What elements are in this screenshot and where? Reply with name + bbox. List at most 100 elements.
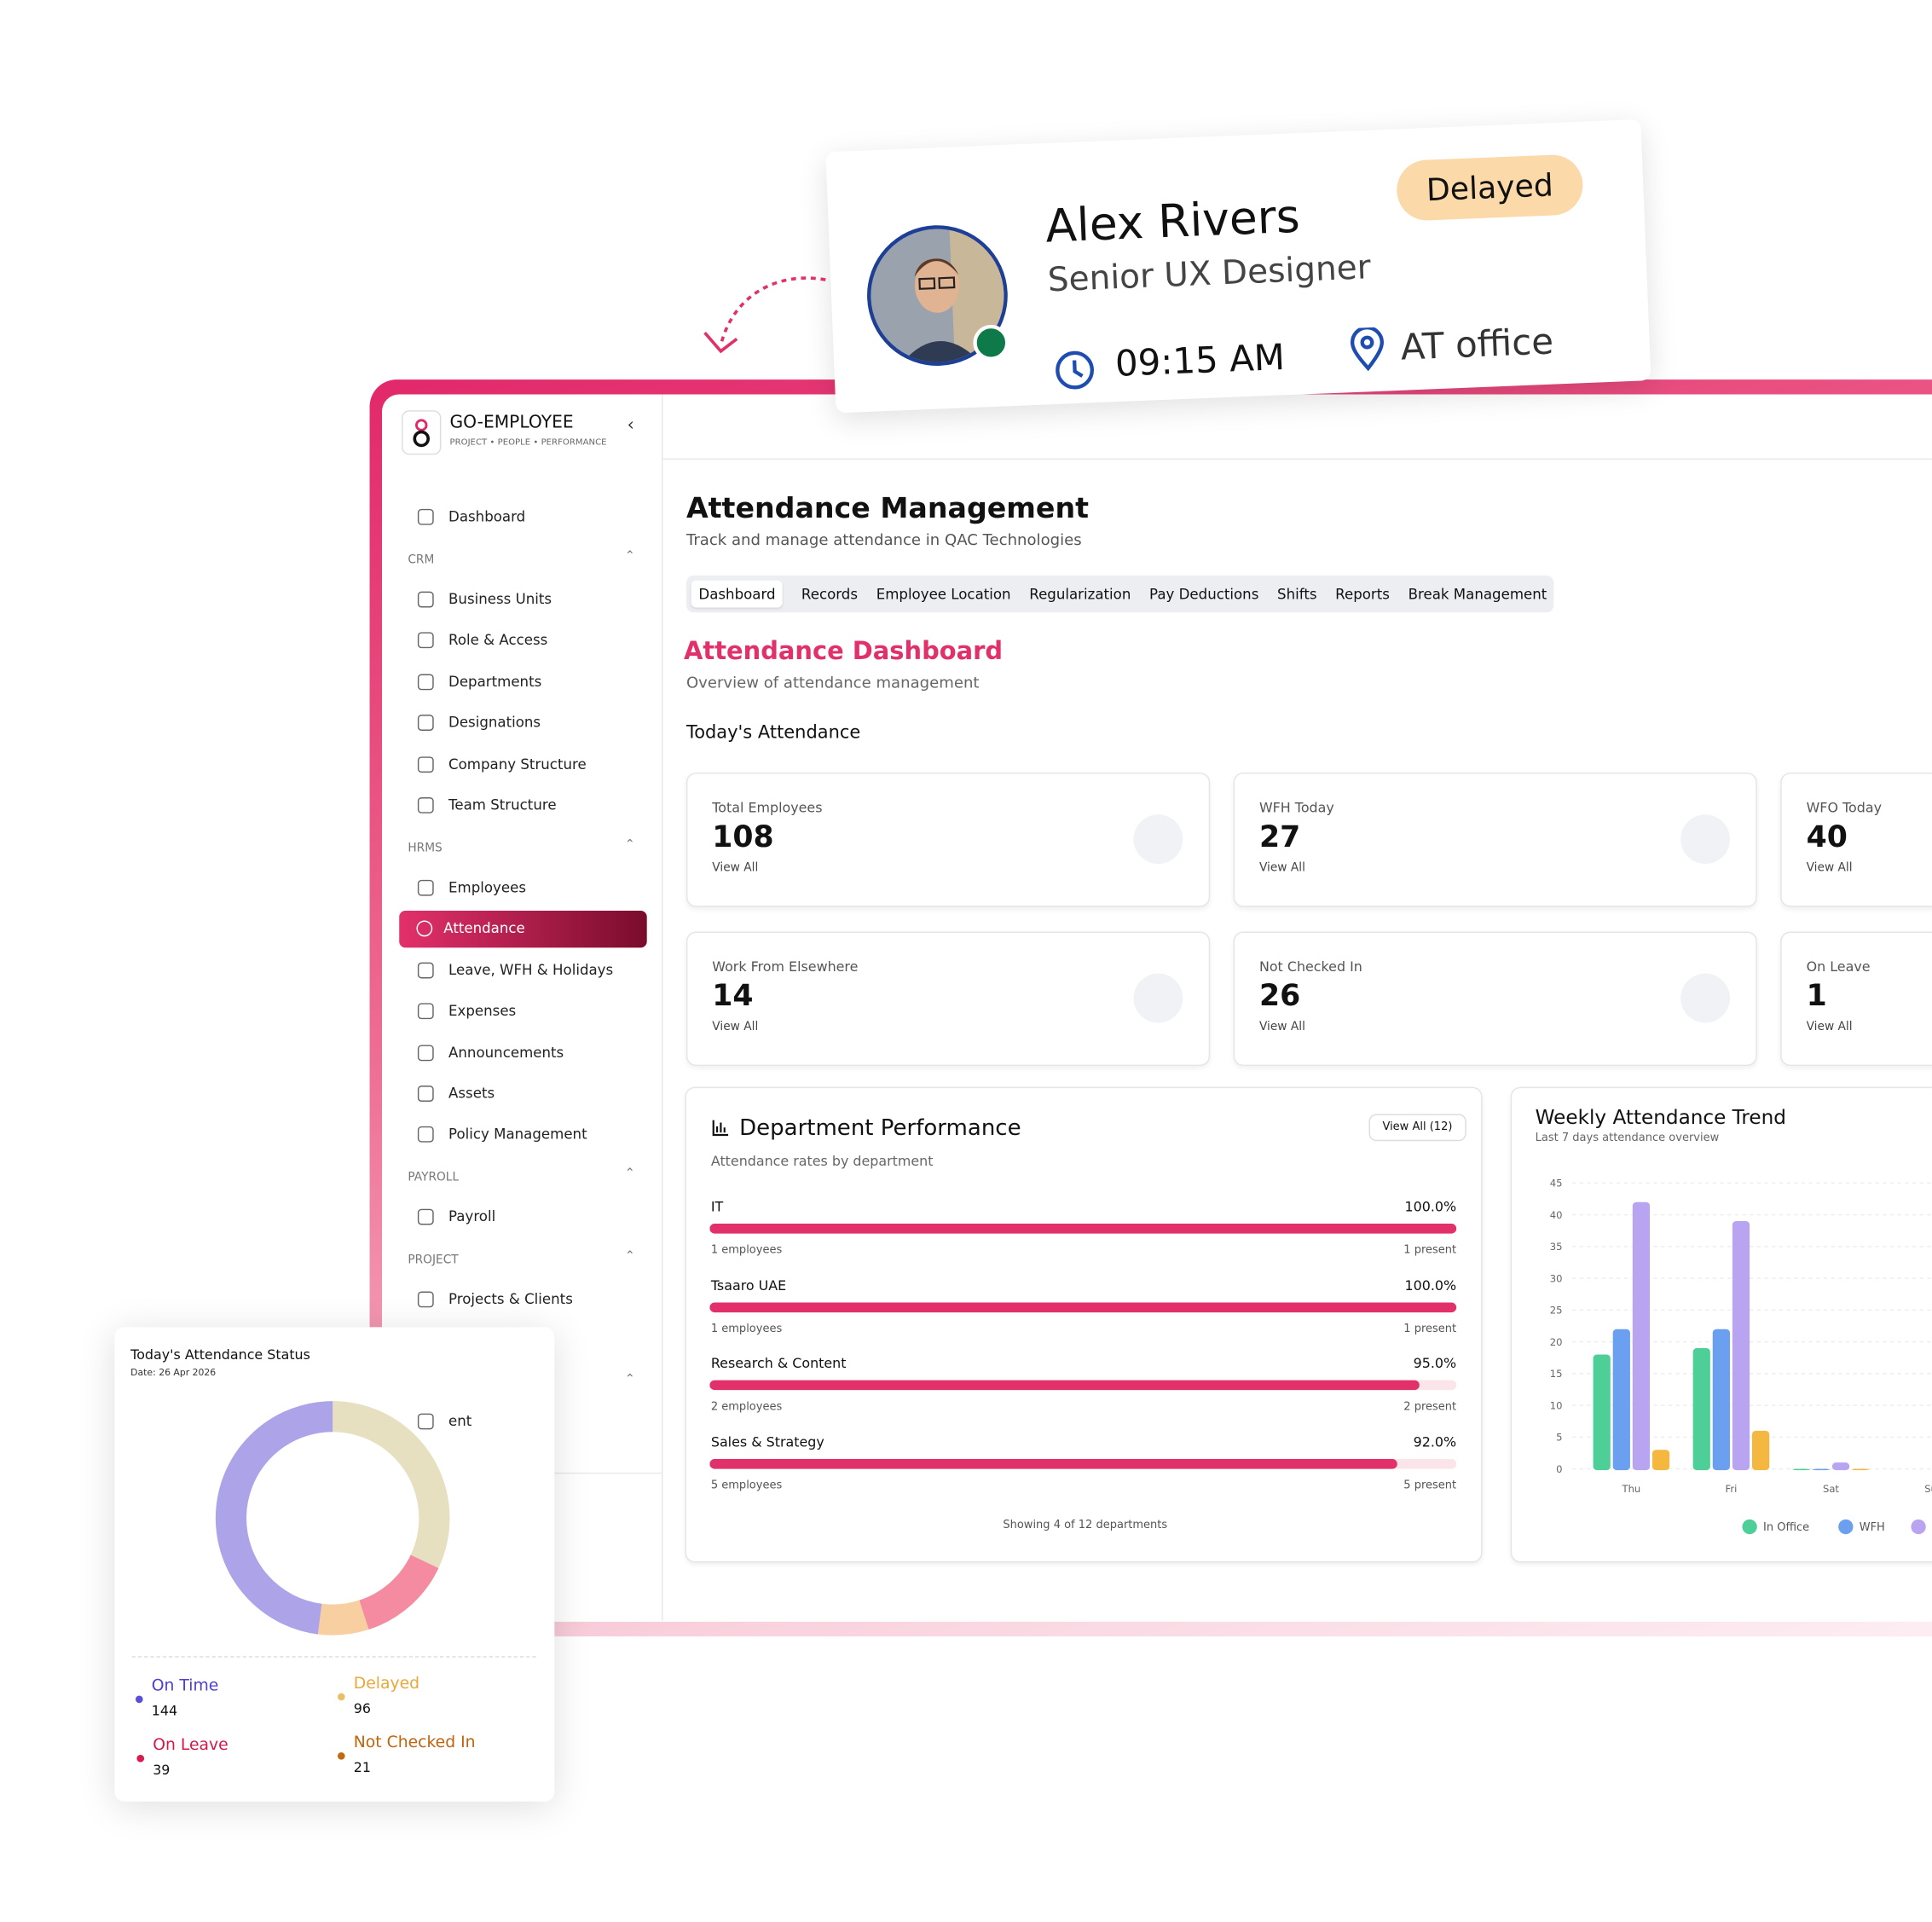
nav-item[interactable]: Departments: [448, 672, 542, 690]
department-present: 2 present: [1403, 1401, 1457, 1415]
nav-item[interactable]: Business Units: [448, 590, 552, 608]
nav-icon: [417, 632, 434, 649]
nav-item[interactable]: Employees: [448, 878, 527, 896]
stat-card: [685, 773, 1211, 907]
nav-item[interactable]: Expenses: [448, 1002, 517, 1020]
stat-icon: [1680, 973, 1730, 1023]
stat-label: On Leave: [1806, 958, 1871, 975]
department-percent: 100.0%: [1404, 1199, 1457, 1215]
status-title: Today's Attendance Status: [130, 1346, 310, 1363]
nav-icon: [417, 1414, 434, 1430]
clock-icon: [1056, 350, 1094, 390]
nav-item[interactable]: Assets: [448, 1084, 495, 1102]
department-subtitle: Attendance rates by department: [710, 1153, 934, 1170]
bar: [1831, 1462, 1850, 1471]
nav-item[interactable]: Dashboard: [448, 507, 526, 525]
stat-label: Not Checked In: [1258, 958, 1362, 975]
nav-item[interactable]: Projects & Clients: [448, 1290, 573, 1308]
nav-icon: [417, 1292, 434, 1308]
department-name: Research & Content: [710, 1356, 847, 1373]
bar: [1593, 1354, 1611, 1471]
tagline: PROJECT • PEOPLE • PERFORMANCE: [449, 437, 607, 448]
department-name: Tsaaro UAE: [710, 1277, 787, 1294]
stat-link[interactable]: View All: [1258, 861, 1305, 876]
tab[interactable]: Pay Deductions: [1149, 585, 1259, 603]
collapse-button[interactable]: ‹: [627, 415, 634, 436]
nav-item[interactable]: Policy Management: [448, 1125, 587, 1143]
brand: GO-EMPLOYEE: [449, 413, 574, 433]
y-tick-label: 15: [1550, 1368, 1563, 1380]
tab[interactable]: Employee Location: [876, 585, 1011, 603]
donut-segment: [215, 1401, 450, 1635]
stat-link[interactable]: View All: [1806, 1020, 1853, 1034]
stat-value: 40: [1806, 819, 1848, 854]
bar: [1732, 1221, 1750, 1471]
nav-item[interactable]: Announcements: [448, 1043, 564, 1061]
tab[interactable]: Break Management: [1408, 585, 1547, 603]
legend-dot: [337, 1693, 345, 1701]
tab[interactable]: Regularization: [1029, 585, 1131, 603]
section-toggle[interactable]: ⌃: [624, 1373, 635, 1387]
tab[interactable]: Reports: [1335, 585, 1390, 603]
department-present: 5 present: [1403, 1479, 1457, 1493]
stat-value: 1: [1806, 978, 1827, 1013]
section-label: CRM: [408, 553, 435, 567]
stat-link[interactable]: View All: [1258, 1020, 1305, 1034]
nav-item[interactable]: Leave, WFH & Holidays: [448, 960, 614, 979]
bar: [709, 1224, 1457, 1234]
legend-value: 39: [153, 1762, 170, 1778]
section-toggle[interactable]: ⌃: [624, 1249, 635, 1264]
page-title: Attendance Management: [685, 493, 1090, 525]
nav-item[interactable]: ent: [448, 1412, 472, 1430]
department-name: IT: [710, 1199, 724, 1215]
active-item[interactable]: [399, 911, 647, 948]
stat-label: WFH Today: [1258, 799, 1334, 816]
bar: [1651, 1450, 1670, 1471]
bar: [709, 1459, 1397, 1469]
bar: [1712, 1329, 1730, 1471]
location-icon: [1350, 327, 1384, 372]
stat-card: [1233, 773, 1757, 907]
tab[interactable]: Records: [801, 585, 859, 603]
y-tick-label: 45: [1550, 1178, 1563, 1190]
legend-dot: [1911, 1519, 1926, 1535]
tab[interactable]: Dashboard: [691, 580, 784, 608]
bar: [1632, 1201, 1651, 1471]
stat-link[interactable]: View All: [1806, 861, 1853, 876]
nav-icon: [417, 797, 434, 813]
status-divider: [131, 1656, 536, 1658]
y-tick-label: 35: [1550, 1241, 1563, 1253]
section-toggle[interactable]: ⌃: [624, 549, 635, 564]
nav-item[interactable]: Role & Access: [448, 631, 548, 649]
dashboard-subtitle: Overview of attendance management: [685, 673, 980, 692]
department-card: [685, 1086, 1483, 1563]
stat-icon: [1680, 814, 1730, 865]
profile-card: Alex Rivers Senior UX Designer Delayed 0…: [825, 119, 1651, 414]
stat-link[interactable]: View All: [712, 861, 759, 876]
bar: [1792, 1468, 1810, 1471]
stat-value: 108: [712, 819, 774, 854]
nav-item[interactable]: Designations: [448, 714, 541, 732]
view-all-button[interactable]: View All (12): [1368, 1114, 1466, 1142]
nav-item[interactable]: Team Structure: [448, 796, 557, 813]
bar: [1752, 1430, 1770, 1471]
legend-value: 96: [354, 1700, 371, 1716]
stat-link[interactable]: View All: [712, 1020, 759, 1034]
stat-label: Work From Elsewhere: [712, 958, 859, 975]
legend-dot: [1742, 1519, 1757, 1535]
nav-icon: [417, 1085, 434, 1102]
section-toggle[interactable]: ⌃: [624, 1167, 635, 1182]
nav-icon: [417, 1044, 434, 1061]
nav-icon: [417, 674, 434, 690]
section-toggle[interactable]: ⌃: [624, 837, 635, 852]
tab[interactable]: Shifts: [1277, 585, 1317, 603]
y-tick-label: 40: [1550, 1209, 1563, 1221]
stat-label: Total Employees: [712, 799, 823, 816]
y-tick-label: 25: [1550, 1305, 1563, 1317]
department-present: 1 present: [1403, 1244, 1457, 1258]
section-label: HRMS: [408, 842, 443, 855]
nav-item[interactable]: Company Structure: [448, 755, 587, 773]
weekly-title: Weekly Attendance Trend: [1535, 1105, 1786, 1129]
nav-item[interactable]: Payroll: [448, 1207, 496, 1226]
